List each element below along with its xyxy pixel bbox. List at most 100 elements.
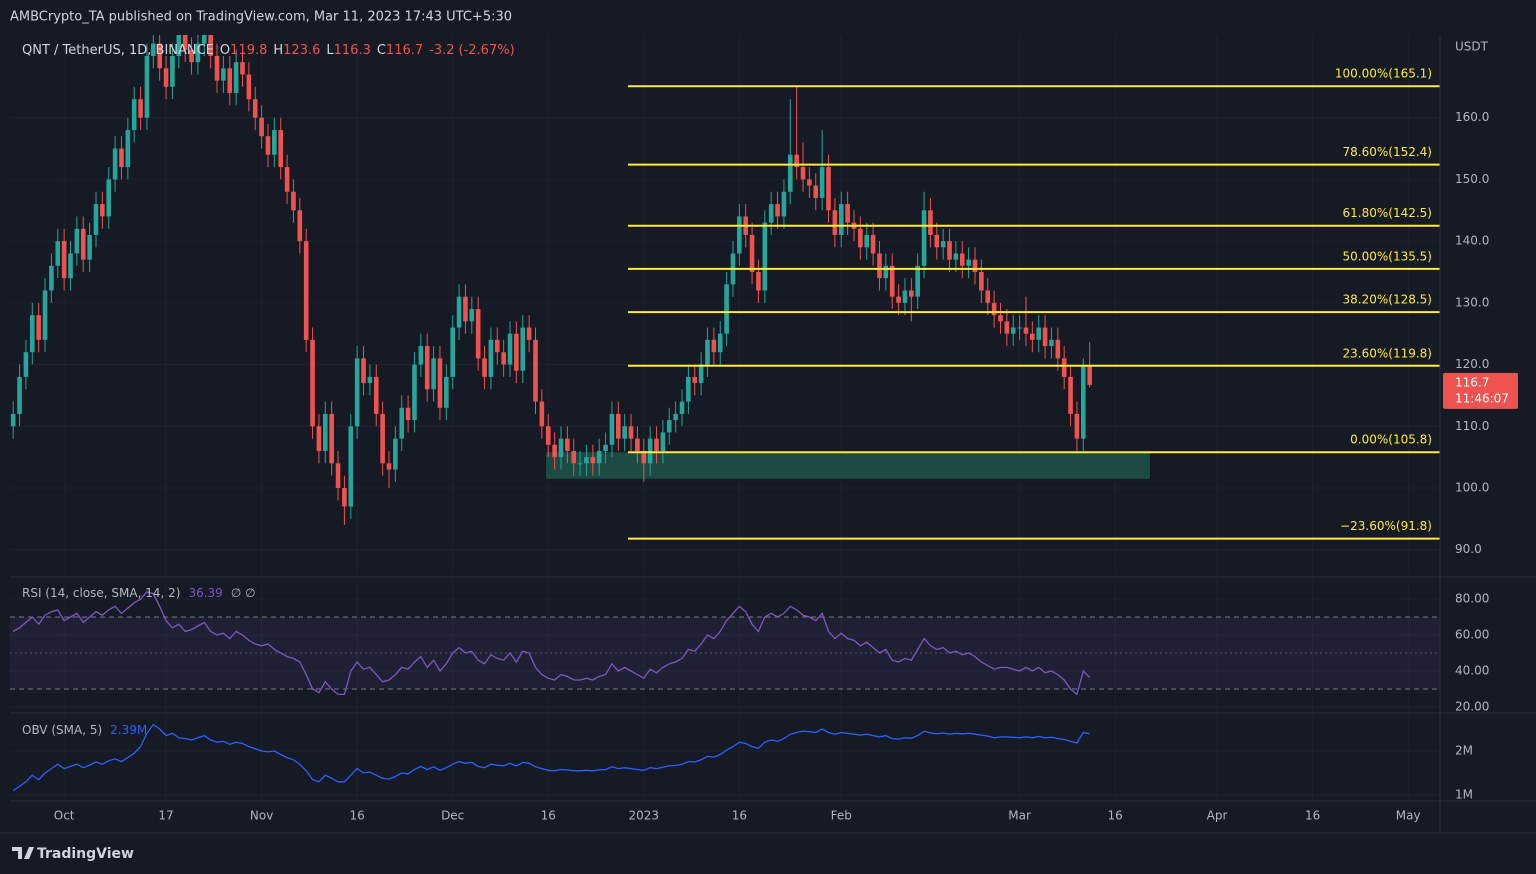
candle-body	[1074, 413, 1080, 439]
obv-value: 2.39M	[110, 723, 147, 737]
candle-body	[55, 241, 61, 266]
x-tick-label: May	[1396, 809, 1421, 823]
ohlc-key: L	[326, 43, 334, 58]
candle-body	[1049, 339, 1054, 347]
candle-body	[647, 438, 653, 464]
candle-body	[507, 333, 513, 365]
candle-body	[979, 271, 984, 291]
candle-body	[673, 413, 678, 421]
candle-body	[87, 234, 92, 260]
brand: TradingView	[37, 846, 134, 862]
candle-body	[896, 296, 901, 303]
candle-body	[787, 154, 793, 192]
candle-body	[711, 339, 717, 353]
ohlc-value: 116.3	[334, 43, 371, 58]
support-zone	[546, 452, 1150, 479]
candle-body	[354, 358, 360, 427]
candle-body	[985, 290, 991, 303]
candle-body	[252, 99, 258, 118]
candle-body	[214, 55, 220, 81]
candle-body	[915, 265, 920, 297]
candle-body	[737, 216, 742, 254]
ohlc-value: 116.7	[386, 43, 423, 58]
candle-body	[514, 333, 519, 371]
candle-body	[832, 210, 838, 235]
candle-body	[329, 413, 334, 464]
candle-body	[724, 284, 729, 334]
ohlc-key: O	[220, 43, 230, 58]
rsi-value: 36.39	[188, 586, 222, 600]
candle-body	[291, 191, 296, 211]
candle-body	[482, 358, 487, 377]
axis-layer: Oct 17 Nov 16 Dec 16 2023 16 Feb Mar 16 Apr 16 May 90.…	[0, 35, 1536, 834]
candle-body	[323, 413, 328, 451]
candle-body	[883, 265, 889, 279]
candle-body	[208, 35, 213, 56]
candle-body	[42, 290, 48, 340]
candle-body	[17, 376, 22, 414]
rsi-pane	[10, 591, 1440, 696]
candle-body	[972, 259, 978, 272]
candle-body	[781, 191, 787, 217]
candle-body	[947, 241, 952, 260]
candle-body	[558, 438, 564, 458]
candle-body	[686, 376, 691, 402]
candle-body	[246, 74, 252, 100]
candle-body	[533, 339, 538, 402]
fib-label: 61.80%(142.5)	[1343, 206, 1432, 220]
y-tick-label: 2M	[1455, 743, 1473, 757]
candle-body	[1036, 327, 1042, 340]
candle-body	[934, 234, 940, 248]
candle-body	[131, 99, 137, 131]
candle-body	[565, 438, 570, 451]
obv-title: OBV (SMA, 5)	[22, 723, 102, 737]
candle-body	[966, 259, 971, 266]
candle-body	[692, 376, 698, 384]
y-tick-label: 110.0	[1455, 419, 1489, 433]
candle-body	[463, 296, 468, 322]
candle-body	[775, 204, 780, 217]
candle-body	[488, 339, 494, 377]
x-tick-label: 16	[732, 809, 747, 823]
candle-body	[1080, 365, 1086, 439]
candle-body	[469, 309, 475, 322]
candle-body	[552, 444, 557, 458]
candle-body	[571, 450, 577, 464]
candle-body	[1055, 339, 1061, 359]
price-pane	[10, 35, 1440, 540]
candle-body	[259, 117, 264, 137]
candle-body	[616, 413, 621, 439]
ohlc-value: 119.8	[230, 43, 267, 58]
candle-body	[889, 265, 895, 297]
x-tick-label: 16	[1108, 809, 1123, 823]
candle-body	[762, 222, 768, 291]
fib-label: −23.60%(91.8)	[1340, 519, 1432, 533]
candle-body	[100, 204, 105, 217]
obv-pane	[12, 723, 1090, 792]
candle-body	[991, 302, 997, 316]
candle-body	[635, 438, 640, 451]
candle-body	[1004, 321, 1010, 334]
candle-body	[475, 309, 481, 359]
rsi-line	[12, 591, 1091, 696]
candle-body	[227, 68, 233, 94]
candle-body	[431, 358, 436, 390]
y-tick-label: 140.0	[1455, 234, 1489, 248]
candle-body	[1087, 365, 1092, 385]
rsi-legend: RSI (14, close, SMA, 14, 2) 36.39 ∅ ∅	[22, 586, 256, 600]
candle-body	[590, 457, 596, 464]
x-tick-label: Feb	[831, 809, 852, 823]
candle-body	[450, 327, 455, 377]
candle-body	[399, 407, 405, 439]
candle-body	[144, 55, 150, 118]
brand-logo	[12, 847, 34, 859]
candle-body	[348, 426, 354, 507]
ohlc-key: H	[273, 43, 283, 58]
candle-body	[959, 253, 965, 266]
candle-body	[138, 99, 143, 118]
rsi-title: RSI (14, close, SMA, 14, 2)	[22, 586, 180, 600]
candle-body	[437, 358, 443, 408]
price-tag-value: 116.7	[1455, 375, 1489, 389]
y-tick-label: 120.0	[1455, 357, 1489, 371]
